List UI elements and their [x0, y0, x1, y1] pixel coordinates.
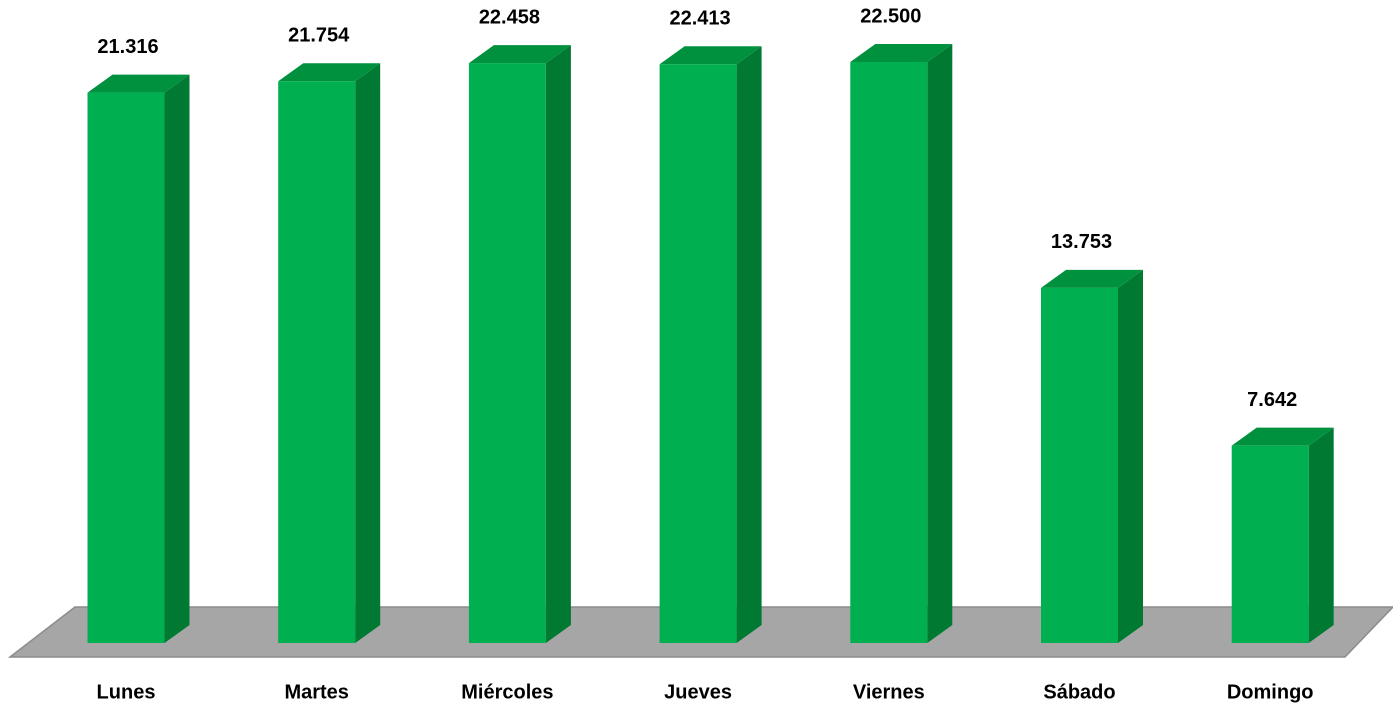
bar-top [87, 74, 190, 93]
value-label: 21.316 [97, 36, 158, 58]
value-label: 13.753 [1051, 231, 1112, 253]
value-label: 7.642 [1247, 389, 1297, 411]
bar [278, 63, 381, 644]
bar-side [736, 46, 762, 644]
bar [659, 46, 762, 644]
x-tick-label: Domingo [1227, 681, 1314, 703]
value-label: 22.500 [860, 5, 921, 27]
bar [850, 44, 953, 643]
bar [468, 45, 571, 643]
x-tick-label: Viernes [853, 681, 925, 703]
x-tick-label: Miércoles [461, 681, 553, 703]
bar-front [659, 64, 737, 644]
bar-side [1118, 269, 1143, 643]
x-tick-label: Jueves [664, 681, 732, 703]
bar-front [468, 63, 546, 643]
bar [1041, 269, 1143, 643]
bar-side [927, 44, 953, 643]
bar [1231, 427, 1334, 643]
bar-front [1231, 445, 1309, 643]
bar-top [1231, 427, 1334, 446]
bar-side [545, 45, 571, 643]
bar-side [355, 63, 381, 644]
x-tick-label: Martes [284, 681, 348, 703]
bar-side [1308, 427, 1334, 643]
bar-top [278, 63, 381, 82]
value-label: 22.458 [479, 6, 540, 28]
value-label: 22.413 [670, 8, 731, 30]
bar-front [1041, 287, 1118, 643]
bar-top [850, 44, 953, 62]
x-tick-label: Sábado [1043, 681, 1115, 703]
value-label: 21.754 [288, 25, 350, 47]
bar-top [468, 45, 571, 64]
bar-side [164, 74, 190, 644]
bar-front [850, 62, 928, 643]
bar-top [1041, 269, 1143, 288]
x-tick-label: Lunes [97, 681, 156, 703]
bar-front [87, 92, 165, 644]
bar [87, 74, 190, 644]
bar-front [278, 81, 356, 644]
bar-top [659, 46, 762, 65]
